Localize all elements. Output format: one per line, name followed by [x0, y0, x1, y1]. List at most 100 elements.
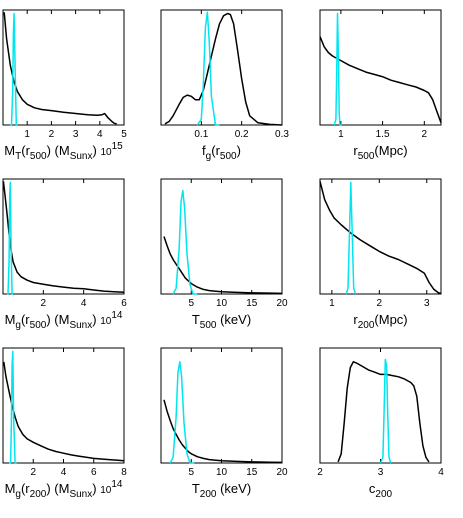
x-axis-label-part: ) (M	[46, 312, 69, 327]
x-axis-label-part: 500	[200, 320, 217, 331]
x-axis-label-part: T	[192, 481, 200, 496]
panel-p8: 5 10 15 20 T200 (keV)	[160, 347, 288, 500]
x-tick-label: 1	[338, 129, 344, 140]
x-axis-label-part: ) (M	[46, 481, 69, 496]
x-axis-label: r200(Mpc)	[353, 312, 407, 331]
x-tick-label: 5	[121, 129, 127, 140]
x-axis-label: fg(r500)	[202, 143, 241, 162]
x-tick-label: 2	[30, 467, 36, 478]
x-axis-label-part: (r	[211, 143, 220, 158]
plot-frame	[319, 9, 442, 126]
plot-frame	[2, 178, 125, 295]
x-axis-label-part: 500	[220, 151, 237, 162]
x-axis-label-part: (Mpc)	[374, 143, 407, 158]
x-axis-label-part: r	[353, 312, 358, 327]
x-axis-label-part: r	[353, 143, 358, 158]
x-tick-label: 5	[188, 298, 194, 309]
panel-p3: 1 1.5 2 r500(Mpc)	[319, 9, 442, 162]
x-tick-label: 10	[216, 298, 228, 309]
x-axis-label-part: (r	[21, 481, 30, 496]
posterior-curve	[163, 236, 283, 295]
x-axis-label-part: 10	[100, 316, 112, 327]
x-tick-label: 10	[216, 467, 228, 478]
x-axis-label-part: 10	[100, 485, 112, 496]
input-distribution-curve	[333, 12, 342, 126]
x-tick-label: 1	[24, 129, 30, 140]
x-tick-label: 15	[246, 298, 258, 309]
x-tick-label: 0.2	[235, 129, 249, 140]
x-axis-label-part: f	[202, 143, 206, 158]
posterior-curve	[164, 12, 283, 126]
x-tick-label: 4	[81, 298, 87, 309]
x-tick-label: 1.5	[376, 129, 390, 140]
panel-p9: 2 3 4 c200	[317, 347, 444, 500]
panel-p1: 1 2 3 4 5MT(r500) (MSunx) 1015	[2, 9, 127, 162]
x-tick-label: 2	[377, 298, 383, 309]
x-tick-label: 4	[438, 467, 444, 478]
posterior-curve	[163, 399, 283, 464]
posterior-curve	[2, 181, 125, 294]
x-axis-label-part: 14	[111, 310, 123, 321]
plot-frame	[2, 9, 125, 126]
x-tick-label: 6	[121, 298, 127, 309]
x-tick-label: 2	[41, 298, 47, 309]
x-axis-label-part: c	[369, 481, 376, 496]
x-axis-label-part: )	[92, 481, 100, 496]
plot-frame	[160, 9, 283, 126]
x-axis-label-part: (keV)	[216, 481, 251, 496]
x-tick-label: 2	[422, 129, 428, 140]
x-axis-label-part: )	[92, 312, 100, 327]
x-axis-label: T200 (keV)	[192, 481, 251, 500]
x-axis-label-part: ) (M	[47, 143, 70, 158]
x-axis-label: MT(r500) (MSunx) 1015	[4, 141, 123, 162]
x-tick-label: 20	[276, 298, 288, 309]
x-axis-label-part: g	[15, 489, 21, 500]
input-distribution-curve	[169, 361, 195, 464]
input-distribution-curve	[9, 350, 17, 464]
x-axis-label-part: T	[192, 312, 200, 327]
input-distribution-curve	[172, 189, 198, 295]
input-distribution-curve	[7, 181, 14, 295]
x-axis-label-part: Sunx	[69, 489, 92, 500]
panel-p6: 1 2 3 r200(Mpc)	[319, 178, 442, 331]
plot-frame	[2, 347, 125, 464]
x-axis-label-part: g	[15, 320, 21, 331]
x-tick-label: 20	[276, 467, 288, 478]
x-axis-label-part: 200	[200, 489, 217, 500]
x-tick-label: 0.3	[275, 129, 289, 140]
x-axis-label-part: M	[5, 312, 16, 327]
x-axis-label: c200	[369, 481, 393, 500]
x-axis-label-part: 500	[30, 320, 47, 331]
plot-frame	[319, 178, 442, 295]
x-tick-label: 0.1	[194, 129, 208, 140]
x-axis-label-part: M	[4, 143, 15, 158]
posterior-curve	[3, 361, 125, 462]
x-axis-label-part: (Mpc)	[374, 312, 407, 327]
x-tick-label: 1	[329, 298, 335, 309]
panel-p7: 2 4 6 8Mg(r200) (MSunx) 1014	[2, 347, 127, 500]
panel-p4: 2 4 6Mg(r500) (MSunx) 1014	[2, 178, 127, 331]
x-axis-label-part: (r	[21, 312, 30, 327]
x-axis-label-part: (r	[21, 143, 30, 158]
x-axis-label-part: Sunx	[70, 151, 93, 162]
x-axis-label-part: M	[5, 481, 16, 496]
x-axis-label-part: 10	[100, 147, 112, 158]
posterior-curve	[319, 36, 442, 123]
x-tick-label: 15	[246, 467, 258, 478]
x-axis-label-part: 200	[358, 320, 375, 331]
x-tick-label: 2	[49, 129, 55, 140]
x-axis-label-part: 15	[112, 141, 124, 152]
x-axis-label-part: T	[15, 151, 21, 162]
x-axis-label-part: 200	[30, 489, 47, 500]
x-tick-label: 6	[91, 467, 97, 478]
input-distribution-curve	[196, 11, 220, 126]
x-axis-label-part: (keV)	[216, 312, 251, 327]
x-axis-label-part: )	[237, 143, 241, 158]
x-axis-label: Mg(r200) (MSunx) 1014	[5, 479, 123, 500]
posterior-curve	[337, 361, 430, 463]
x-axis-label-part: 14	[111, 479, 123, 490]
input-distribution-curve	[345, 181, 357, 295]
posterior-curve	[3, 12, 117, 125]
x-axis-label-part: 200	[375, 489, 392, 500]
